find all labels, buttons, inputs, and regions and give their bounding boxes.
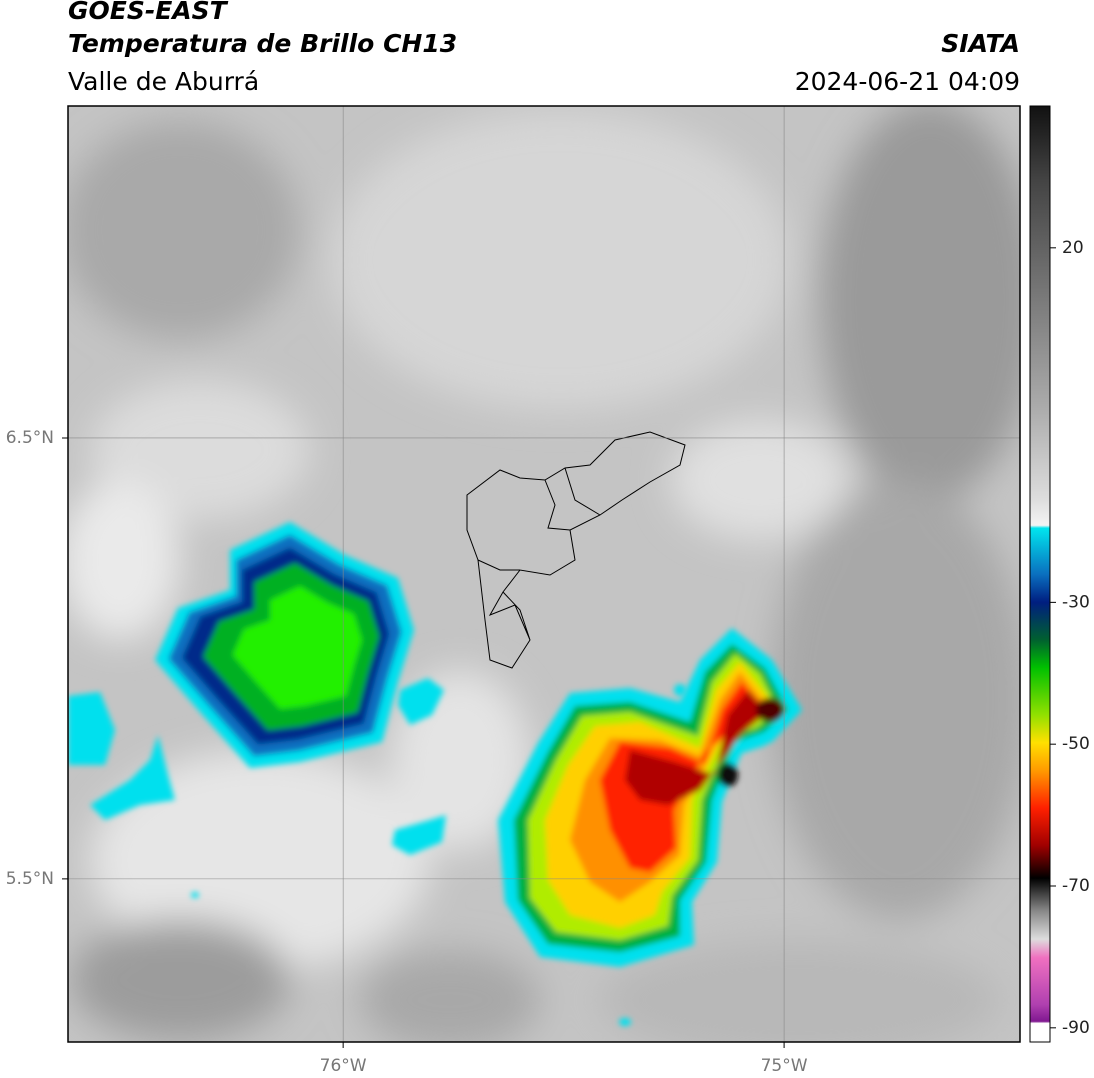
x-tick-label: 75°W	[761, 1056, 808, 1076]
timestamp: 2024-06-21 04:09	[795, 67, 1020, 96]
colorbar-tick-label: -70	[1062, 876, 1090, 896]
colorbar-tick-label: -90	[1062, 1018, 1090, 1038]
y-tick-label: 5.5°N	[6, 869, 54, 889]
colorbar-tick-label: 20	[1062, 238, 1084, 258]
region-boundary	[466, 431, 686, 669]
source: SIATA	[941, 29, 1020, 58]
map-frame	[67, 105, 1021, 1043]
colorbar-tick-label: -50	[1062, 734, 1090, 754]
satellite-image	[68, 106, 1020, 1042]
region: Valle de Aburrá	[68, 67, 259, 96]
subtitle: Temperatura de Brillo CH13	[68, 29, 457, 58]
colorbar	[1029, 105, 1051, 1043]
colorbar-tick-label: -30	[1062, 592, 1090, 612]
y-tick-label: 6.5°N	[6, 428, 54, 448]
x-tick-label: 76°W	[320, 1056, 367, 1076]
title: GOES-EAST	[68, 0, 229, 25]
